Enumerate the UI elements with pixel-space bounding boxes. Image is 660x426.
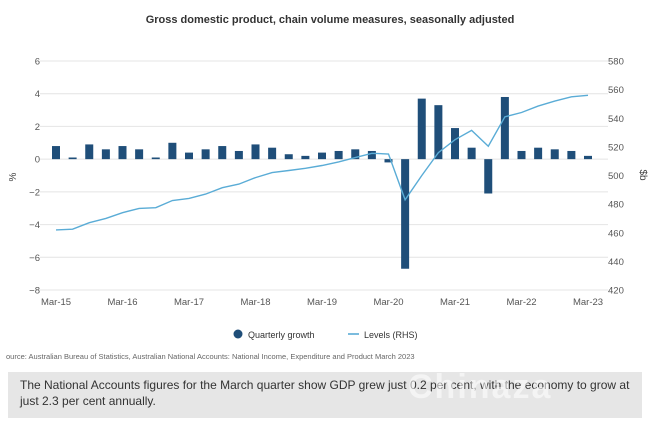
gridlines [40,60,608,291]
bar-quarterly-growth [384,159,393,163]
line-series [55,94,589,231]
left-y-tick-label: 4 [35,89,40,100]
x-tick-label: Mar-16 [107,297,137,308]
bar-quarterly-growth [451,128,459,160]
legend-label-levels: Levels (RHS) [364,330,418,340]
legend-marker-quarterly-growth [233,329,243,339]
x-tick-label: Mar-21 [440,297,470,308]
right-y-tick-label: 520 [608,142,624,153]
x-axis: Mar-15 Mar-16 Mar-17 Mar-18 Mar-19 Mar-20 Mar-… [41,297,603,308]
bar-quarterly-growth [367,150,376,160]
bar-quarterly-growth [467,147,476,160]
bar-quarterly-growth [234,150,243,160]
left-y-tick-label: 0 [35,155,40,166]
bar-quarterly-growth [151,157,160,160]
source-note: ource: Australian Bureau of Statistics, … [6,352,415,361]
bar-quarterly-growth [185,152,193,160]
right-y-tick-label: 580 [608,57,624,68]
bar-quarterly-growth [500,96,509,160]
bar-quarterly-growth [218,146,227,160]
x-tick-label: Mar-19 [307,297,337,308]
chart: Gross domestic product, chain volume mea… [8,14,648,340]
legend: Quarterly growth Levels (RHS) [233,329,418,340]
bar-quarterly-growth [401,159,410,269]
bar-quarterly-growth [351,149,360,160]
bar-quarterly-growth [517,150,526,160]
right-y-tick-label: 540 [608,114,624,125]
bar-quarterly-growth [318,152,326,160]
chart-title: Gross domestic product, chain volume mea… [146,14,515,26]
bar-quarterly-growth [484,159,493,194]
bar-quarterly-growth [334,150,343,160]
bar-quarterly-growth [584,155,592,160]
left-y-axis-label: % [8,172,19,181]
x-tick-label: Mar-18 [240,297,270,308]
legend-label-quarterly-growth: Quarterly growth [248,330,315,340]
right-y-tick-label: 440 [608,257,624,268]
right-y-axis: 580 560 540 520 500 480 460 440 420 [608,57,624,297]
bar-quarterly-growth [567,150,576,160]
left-y-tick-label: 6 [35,57,40,68]
caption-text: The National Accounts figures for the Ma… [8,372,642,418]
x-tick-label: Mar-15 [41,297,71,308]
left-y-tick-label: 2 [35,122,40,133]
right-y-tick-label: 480 [608,200,624,211]
x-tick-label: Mar-23 [573,297,603,308]
bar-series [52,96,592,269]
bar-quarterly-growth [268,147,277,160]
bar-quarterly-growth [85,144,94,160]
left-y-tick-label: −6 [29,253,40,264]
bar-quarterly-growth [52,146,60,160]
bar-quarterly-growth [284,154,293,160]
right-y-tick-label: 460 [608,228,624,239]
left-y-tick-label: −8 [29,286,40,297]
bar-quarterly-growth [168,142,177,160]
watermark: Chinaza [408,368,553,406]
bar-quarterly-growth [417,98,426,160]
bar-quarterly-growth [68,157,77,160]
x-tick-label: Mar-22 [506,297,536,308]
right-y-tick-label: 420 [608,286,624,297]
right-y-tick-label: 560 [608,85,624,96]
bar-quarterly-growth [201,149,210,160]
bar-quarterly-growth [434,105,443,160]
right-y-tick-label: 500 [608,171,624,182]
left-y-tick-label: −4 [29,220,40,231]
x-tick-label: Mar-17 [174,297,204,308]
bar-quarterly-growth [550,149,559,160]
bar-quarterly-growth [101,149,110,160]
bar-quarterly-growth [118,146,127,160]
bar-quarterly-growth [301,155,310,160]
left-y-tick-label: −2 [29,187,40,198]
left-y-axis: 6 4 2 0 −2 −4 −6 −8 [29,57,40,297]
x-tick-label: Mar-20 [373,297,403,308]
bar-quarterly-growth [135,149,144,160]
bar-quarterly-growth [251,144,260,160]
right-y-axis-label: $b [637,169,648,181]
bar-quarterly-growth [534,147,543,160]
